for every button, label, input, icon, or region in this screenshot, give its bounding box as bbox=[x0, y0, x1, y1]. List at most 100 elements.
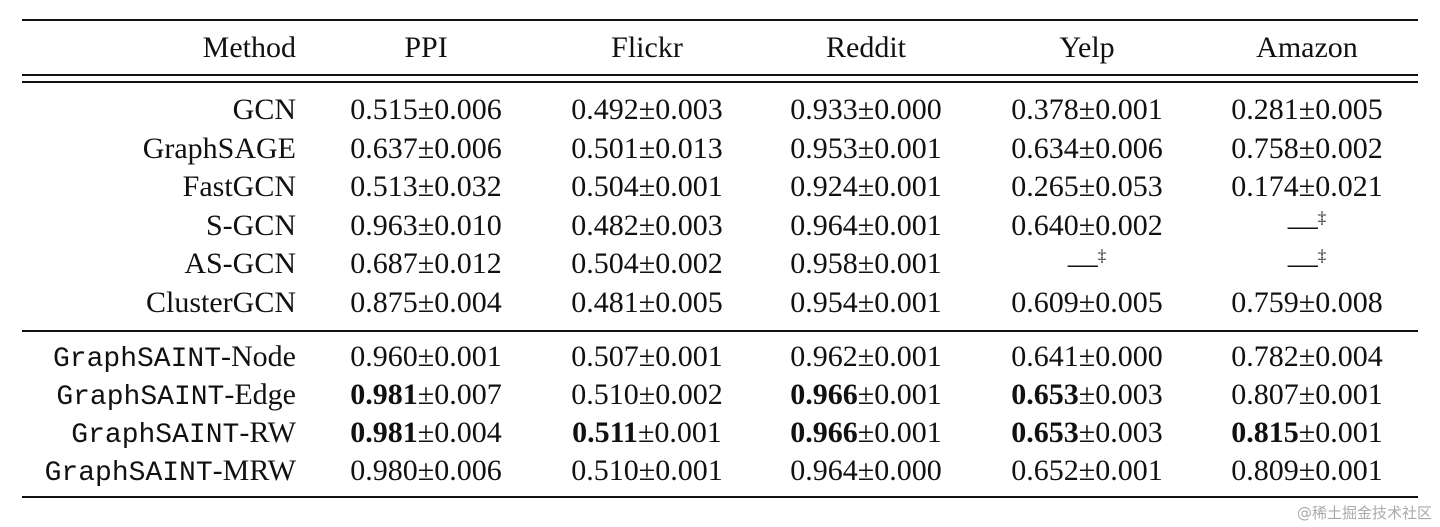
text: 0.511 bbox=[572, 416, 638, 449]
watermark: @稀土掘金技术社区 bbox=[1296, 504, 1432, 522]
result-cell: 0.807±0.001 bbox=[1231, 377, 1382, 413]
result-cell: 0.281±0.005 bbox=[1231, 92, 1382, 128]
result-cell: 0.640±0.002 bbox=[1011, 208, 1162, 244]
result-cell: 0.966±0.001 bbox=[790, 377, 941, 413]
result-cell: 0.504±0.002 bbox=[571, 246, 722, 282]
result-cell: —‡ bbox=[1288, 208, 1327, 244]
text: 0.281±0.005 bbox=[1231, 93, 1383, 126]
text: Method bbox=[202, 31, 296, 64]
text: GraphSAGE bbox=[142, 131, 296, 165]
result-cell: 0.653±0.003 bbox=[1011, 415, 1162, 451]
text: 0.378±0.001 bbox=[1011, 93, 1163, 126]
text: 0.513±0.032 bbox=[350, 170, 502, 204]
text: 0.981 bbox=[350, 378, 418, 411]
result-cell: 0.511±0.001 bbox=[572, 415, 722, 451]
result-cell: 0.962±0.001 bbox=[790, 339, 941, 375]
text: 0.507±0.001 bbox=[571, 340, 723, 373]
method-name: FastGCN bbox=[183, 169, 296, 205]
text: GraphSAINT bbox=[56, 382, 225, 413]
text: 0.815 bbox=[1231, 416, 1299, 449]
group-rule bbox=[22, 330, 1418, 332]
method-name: GraphSAINT-RW bbox=[71, 415, 296, 454]
text: 0.637±0.006 bbox=[350, 131, 502, 165]
result-cell: 0.981±0.004 bbox=[350, 415, 501, 451]
text: ±0.001 bbox=[637, 416, 722, 449]
text: 0.265±0.053 bbox=[1011, 170, 1163, 204]
result-cell: 0.963±0.010 bbox=[350, 208, 501, 244]
result-cell: 0.174±0.021 bbox=[1231, 169, 1382, 205]
text: ‡ bbox=[1317, 207, 1327, 227]
result-cell: 0.954±0.001 bbox=[790, 285, 941, 321]
result-cell: 0.652±0.001 bbox=[1011, 453, 1162, 489]
text: 0.653 bbox=[1011, 378, 1079, 411]
method-name: GraphSAINT-MRW bbox=[45, 453, 296, 492]
text: -RW bbox=[239, 416, 296, 449]
header-rule bbox=[22, 81, 1418, 83]
result-cell: 0.507±0.001 bbox=[571, 339, 722, 375]
result-cell: 0.964±0.001 bbox=[790, 208, 941, 244]
result-cell: 0.980±0.006 bbox=[350, 453, 501, 489]
text: ±0.003 bbox=[1078, 378, 1163, 411]
text: S-GCN bbox=[205, 208, 296, 242]
result-cell: 0.641±0.000 bbox=[1011, 339, 1162, 375]
text: 0.492±0.003 bbox=[571, 93, 723, 126]
result-cell: 0.958±0.001 bbox=[790, 246, 941, 282]
text: 0.504±0.001 bbox=[571, 170, 723, 204]
result-cell: 0.510±0.001 bbox=[571, 453, 722, 489]
text: Flickr bbox=[611, 31, 683, 64]
text: 0.641±0.000 bbox=[1011, 340, 1163, 373]
text: — bbox=[1067, 247, 1098, 281]
text: 0.510±0.002 bbox=[571, 378, 723, 411]
text: GraphSAINT bbox=[71, 420, 240, 451]
text: 0.809±0.001 bbox=[1231, 454, 1383, 487]
text: 0.174±0.021 bbox=[1231, 170, 1383, 204]
text: 0.933±0.000 bbox=[790, 93, 942, 126]
result-cell: —‡ bbox=[1068, 246, 1107, 282]
method-name: GraphSAGE bbox=[143, 131, 296, 167]
result-cell: 0.782±0.004 bbox=[1231, 339, 1382, 375]
method-name: GCN bbox=[233, 92, 296, 128]
text: 0.759±0.008 bbox=[1231, 286, 1383, 319]
result-cell: 0.758±0.002 bbox=[1231, 131, 1382, 167]
text: 0.924±0.001 bbox=[790, 170, 942, 204]
column-header: Yelp bbox=[1059, 30, 1114, 66]
method-name: ClusterGCN bbox=[146, 285, 296, 321]
text: ‡ bbox=[1317, 246, 1327, 266]
column-header: PPI bbox=[404, 30, 447, 66]
text: PPI bbox=[404, 31, 448, 64]
text: 0.960±0.001 bbox=[350, 340, 502, 373]
text: Yelp bbox=[1059, 31, 1115, 64]
result-cell: 0.875±0.004 bbox=[350, 285, 501, 321]
result-cell: 0.960±0.001 bbox=[350, 339, 501, 375]
result-cell: 0.759±0.008 bbox=[1231, 285, 1382, 321]
result-cell: 0.653±0.003 bbox=[1011, 377, 1162, 413]
method-name: AS-GCN bbox=[184, 246, 296, 282]
result-cell: 0.501±0.013 bbox=[571, 131, 722, 167]
result-cell: 0.687±0.012 bbox=[350, 246, 501, 282]
text: 0.966 bbox=[790, 416, 858, 449]
result-cell: 0.378±0.001 bbox=[1011, 92, 1162, 128]
text: ±0.001 bbox=[1298, 416, 1383, 449]
text: 0.609±0.005 bbox=[1011, 286, 1163, 319]
text: 0.687±0.012 bbox=[350, 247, 502, 281]
result-cell: 0.981±0.007 bbox=[350, 377, 501, 413]
text: Reddit bbox=[826, 31, 906, 64]
top-rule bbox=[22, 19, 1418, 21]
result-cell: 0.513±0.032 bbox=[350, 169, 501, 205]
text: 0.964±0.000 bbox=[790, 454, 942, 487]
result-cell: 0.964±0.000 bbox=[790, 453, 941, 489]
text: 0.963±0.010 bbox=[350, 208, 502, 242]
text: AS-GCN bbox=[184, 247, 296, 281]
text: Amazon bbox=[1256, 31, 1358, 64]
result-cell: 0.492±0.003 bbox=[571, 92, 722, 128]
text: 0.481±0.005 bbox=[571, 286, 723, 319]
text: 0.954±0.001 bbox=[790, 286, 942, 319]
text: — bbox=[1287, 208, 1318, 242]
text: 0.958±0.001 bbox=[790, 247, 942, 281]
result-cell: 0.933±0.000 bbox=[790, 92, 941, 128]
result-cell: 0.809±0.001 bbox=[1231, 453, 1382, 489]
text: 0.807±0.001 bbox=[1231, 378, 1383, 411]
result-cell: 0.481±0.005 bbox=[571, 285, 722, 321]
column-header: Reddit bbox=[826, 30, 906, 66]
